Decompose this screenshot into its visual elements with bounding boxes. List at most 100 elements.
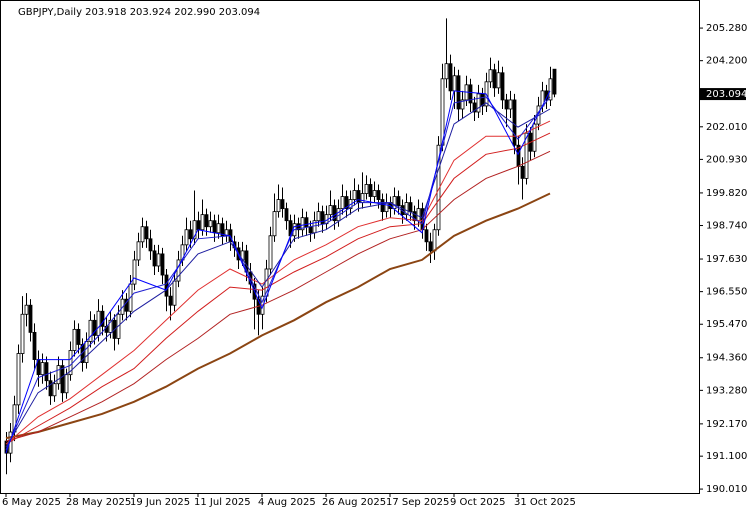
candle-body (368, 184, 373, 197)
candle-body (296, 223, 301, 231)
candle-body (524, 132, 529, 179)
candle-body (308, 226, 313, 234)
candle-body (276, 199, 281, 213)
candle-body (372, 190, 377, 197)
y-tick-label: 200.930 (706, 154, 747, 165)
candle-body (76, 328, 81, 345)
candle-body (24, 304, 29, 315)
chart-title: GBPJPY,Daily 203.918 203.924 202.990 203… (18, 7, 260, 18)
y-tick-label: 199.820 (706, 188, 747, 199)
candle-body (96, 310, 101, 336)
candle-body (284, 208, 289, 222)
y-tick-label: 205.280 (706, 23, 747, 34)
candle-body (396, 196, 401, 206)
candle-body (188, 229, 193, 240)
candle-body (320, 211, 325, 225)
candle-body (200, 214, 205, 231)
candle-body (92, 319, 97, 336)
x-tick-label: 31 Oct 2025 (514, 497, 576, 508)
candle-body (488, 69, 493, 83)
plot-area (4, 18, 557, 475)
y-tick-label: 197.630 (706, 254, 747, 265)
candle-body (268, 235, 273, 270)
candle-body (300, 217, 305, 231)
candle-body (548, 78, 553, 101)
y-tick-label: 190.010 (706, 484, 747, 495)
candle-body (72, 328, 77, 351)
candle-body (444, 63, 449, 80)
y-tick-label: 202.010 (706, 122, 747, 133)
candle-body (356, 190, 361, 203)
candle-body (108, 319, 113, 333)
y-tick-label: 204.200 (706, 56, 747, 67)
candle-body (40, 362, 45, 376)
candle-body (404, 202, 409, 216)
candle-body (160, 253, 165, 276)
candle-body (360, 193, 365, 203)
candle-body (32, 331, 37, 360)
y-tick-label: 191.100 (706, 451, 747, 462)
candle-body (152, 250, 157, 267)
candle-body (148, 238, 153, 252)
candle-body (392, 196, 397, 210)
candle-body (136, 241, 141, 261)
x-tick-label: 28 May 2025 (66, 497, 131, 508)
candle-body (52, 383, 57, 397)
candle-body (408, 202, 413, 213)
candle-body (208, 220, 213, 228)
moving-average-line (5, 150, 551, 442)
candle-body (412, 211, 417, 222)
candle-body (552, 68, 557, 95)
candle-body (508, 99, 513, 110)
x-tick-label: 26 Aug 2025 (322, 497, 386, 508)
candle-body (304, 217, 309, 228)
candle-body (88, 319, 93, 342)
candle-body (432, 229, 437, 252)
candle-body (16, 353, 21, 406)
candle-body (196, 220, 201, 231)
candle-body (176, 259, 181, 282)
candle-body (364, 184, 369, 194)
candle-body (64, 374, 69, 394)
moving-average-line (5, 192, 551, 440)
candle-body (100, 310, 105, 327)
candle-body (472, 102, 477, 113)
x-tick-label: 11 Jul 2025 (194, 497, 251, 508)
candle-body (328, 205, 333, 216)
moving-average-line (5, 102, 551, 448)
candle-body (344, 196, 349, 210)
candle-body (212, 220, 217, 234)
y-tick-label: 198.740 (706, 221, 747, 232)
candle-body (428, 241, 433, 252)
candle-body (416, 208, 421, 222)
candle-body (380, 199, 385, 213)
moving-average-line (5, 120, 551, 445)
candle-body (184, 229, 189, 246)
x-tick-label: 19 Jun 2025 (130, 497, 190, 508)
y-tick-label: 194.360 (706, 353, 747, 364)
moving-average-line (5, 132, 551, 445)
candle-body (140, 226, 145, 243)
x-tick-label: 4 Aug 2025 (258, 497, 316, 508)
plot-frame (0, 0, 700, 494)
candle-body (204, 214, 209, 228)
candle-body (56, 365, 61, 385)
y-tick-label: 195.470 (706, 319, 747, 330)
x-tick-label: 17 Sep 2025 (386, 497, 449, 508)
candle-body (60, 365, 65, 394)
y-tick-label: 196.550 (706, 287, 747, 298)
moving-average-line (5, 96, 551, 451)
candle-body (340, 196, 345, 210)
x-tick-label: 9 Oct 2025 (450, 497, 505, 508)
candle-body (316, 211, 321, 222)
candle-body (496, 72, 501, 89)
candle-body (28, 304, 33, 333)
candle-body (460, 99, 465, 110)
candle-body (532, 123, 537, 152)
candle-body (48, 380, 53, 397)
candle-body (20, 313, 25, 354)
candle-body (520, 165, 525, 179)
candle-body (272, 211, 277, 237)
candle-body (424, 229, 429, 243)
y-tick-label: 193.280 (706, 385, 747, 396)
